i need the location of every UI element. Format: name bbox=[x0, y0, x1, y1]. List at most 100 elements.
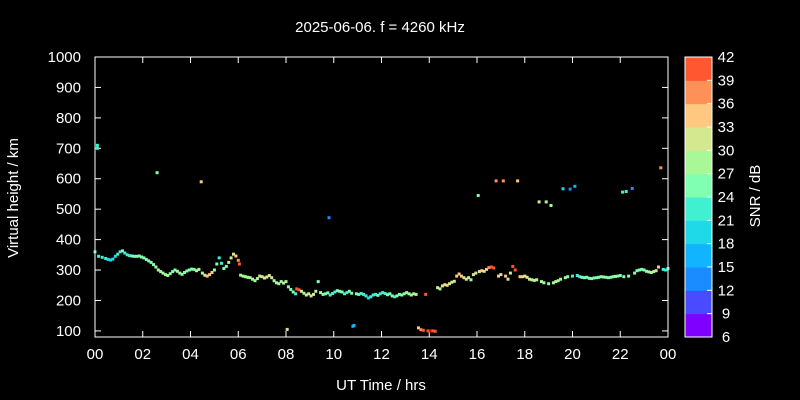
data-point bbox=[258, 274, 262, 278]
data-point bbox=[602, 275, 605, 279]
data-point bbox=[366, 296, 370, 300]
x-tick-label: 06 bbox=[230, 346, 247, 363]
data-point bbox=[248, 276, 252, 280]
data-point bbox=[190, 267, 194, 271]
data-point bbox=[412, 292, 416, 296]
data-point bbox=[506, 277, 510, 281]
data-point bbox=[106, 257, 110, 261]
data-point bbox=[511, 264, 515, 268]
colorbar-tick-label: 9 bbox=[722, 306, 730, 323]
data-point bbox=[494, 179, 498, 183]
data-point bbox=[130, 254, 134, 258]
data-point bbox=[362, 292, 366, 296]
data-point bbox=[443, 283, 447, 287]
data-point bbox=[597, 275, 601, 279]
data-point bbox=[285, 327, 289, 331]
data-point bbox=[645, 269, 648, 273]
data-point bbox=[455, 274, 459, 278]
data-point bbox=[554, 280, 558, 284]
data-point bbox=[314, 289, 318, 293]
data-point bbox=[142, 256, 146, 260]
data-point bbox=[338, 289, 342, 293]
data-point bbox=[508, 271, 512, 275]
data-point bbox=[123, 251, 127, 255]
data-point bbox=[464, 277, 468, 281]
data-point bbox=[556, 279, 560, 283]
data-point bbox=[471, 273, 475, 277]
data-point bbox=[364, 294, 368, 298]
y-tick-label: 800 bbox=[56, 110, 81, 127]
data-point bbox=[319, 291, 323, 295]
data-point bbox=[424, 292, 428, 296]
data-point bbox=[328, 293, 332, 297]
data-point bbox=[159, 270, 163, 274]
data-point bbox=[622, 275, 626, 279]
data-point bbox=[409, 293, 413, 297]
data-point bbox=[200, 271, 204, 275]
colorbar: 6 9 12 15 18 21 24 27 30 33 36 39 42 bbox=[684, 49, 735, 346]
data-point bbox=[497, 274, 500, 278]
data-point bbox=[374, 292, 377, 296]
data-point bbox=[95, 146, 99, 150]
data-point bbox=[302, 291, 306, 295]
data-point bbox=[616, 274, 620, 278]
x-tick-label: 00 bbox=[87, 346, 104, 363]
data-point bbox=[436, 286, 440, 290]
data-point bbox=[397, 292, 401, 296]
x-tick-label: 02 bbox=[134, 346, 151, 363]
data-point bbox=[659, 166, 663, 170]
data-point bbox=[540, 280, 543, 284]
y-tick-label: 1000 bbox=[48, 49, 81, 66]
data-point bbox=[284, 280, 288, 284]
data-points bbox=[93, 143, 670, 333]
data-point bbox=[630, 187, 634, 190]
data-point bbox=[633, 271, 637, 275]
data-point bbox=[393, 295, 397, 299]
data-point bbox=[462, 276, 466, 280]
data-point bbox=[431, 329, 435, 333]
data-point bbox=[485, 267, 488, 271]
data-point bbox=[149, 260, 153, 264]
colorbar-tick-label: 30 bbox=[718, 142, 735, 159]
data-point bbox=[125, 253, 129, 257]
data-point bbox=[137, 254, 141, 258]
data-point bbox=[563, 276, 567, 280]
data-point bbox=[277, 282, 281, 286]
colorbar-tick-label: 18 bbox=[718, 236, 735, 253]
data-point bbox=[388, 292, 392, 296]
data-point bbox=[199, 180, 203, 184]
data-point bbox=[279, 280, 283, 284]
data-point bbox=[609, 275, 613, 279]
data-point bbox=[480, 269, 484, 273]
data-point bbox=[335, 289, 339, 293]
data-point bbox=[118, 250, 122, 254]
data-point bbox=[331, 292, 335, 295]
data-point bbox=[178, 271, 182, 275]
data-point bbox=[547, 282, 551, 286]
data-point bbox=[243, 275, 247, 279]
data-point bbox=[203, 273, 207, 277]
data-point bbox=[185, 269, 189, 273]
data-point bbox=[286, 285, 290, 289]
data-point bbox=[307, 292, 311, 296]
data-point bbox=[614, 274, 617, 278]
data-point bbox=[267, 274, 271, 277]
data-point bbox=[530, 278, 534, 282]
colorbar-tick-label: 12 bbox=[718, 282, 735, 299]
data-point bbox=[116, 252, 120, 256]
data-point bbox=[295, 287, 299, 291]
colorbar-segment bbox=[685, 103, 712, 128]
data-point bbox=[345, 291, 349, 295]
data-point bbox=[97, 254, 101, 258]
data-point bbox=[573, 184, 577, 188]
data-point bbox=[376, 293, 380, 297]
x-tick-label: 04 bbox=[182, 346, 199, 363]
y-tick-label: 200 bbox=[56, 292, 81, 309]
data-point bbox=[326, 291, 330, 295]
data-point bbox=[654, 269, 658, 273]
data-point bbox=[482, 269, 486, 273]
data-point bbox=[587, 276, 591, 280]
data-point bbox=[426, 329, 430, 333]
data-point bbox=[327, 216, 331, 220]
data-point bbox=[227, 260, 231, 264]
